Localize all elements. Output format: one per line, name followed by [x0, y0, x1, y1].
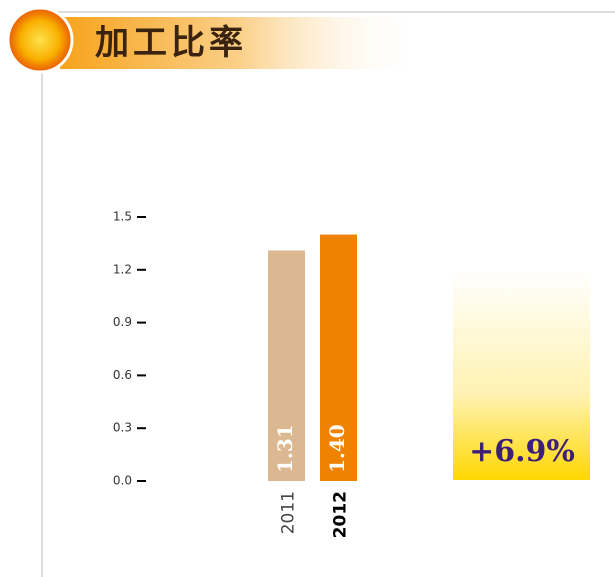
bar: [320, 234, 357, 481]
title-band: [60, 17, 420, 69]
y-tick-label: 1.5: [113, 210, 132, 224]
y-tick-label: 1.2: [113, 262, 132, 276]
x-tick-label: 2011: [279, 491, 299, 534]
y-tick-label: 0.3: [113, 421, 132, 435]
value-label: 1.31: [273, 424, 297, 473]
title-icon: [6, 6, 74, 74]
y-tick-label: 0.9: [113, 315, 132, 329]
y-tick-label: 0.6: [113, 368, 132, 382]
annotation-box: [453, 270, 590, 480]
annotation: +6.9%: [469, 434, 575, 469]
y-tick-label: 0.0: [113, 474, 132, 488]
x-tick-label: 2012: [331, 491, 351, 538]
value-label: 1.40: [325, 424, 349, 473]
chart-title: 加工比率: [95, 23, 247, 63]
bar: [268, 250, 305, 481]
